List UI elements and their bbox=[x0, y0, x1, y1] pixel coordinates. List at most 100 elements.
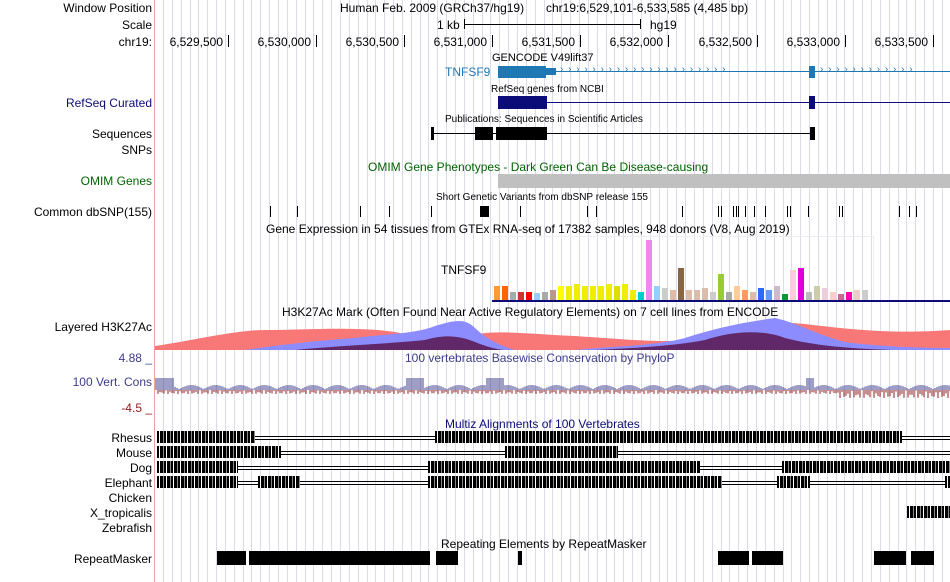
gtex-tissue-bar[interactable] bbox=[654, 286, 660, 300]
snp-mark[interactable] bbox=[745, 206, 746, 217]
gencode-exon[interactable] bbox=[809, 66, 815, 78]
publications-label[interactable]: Sequences bbox=[91, 127, 152, 141]
gtex-tissue-bar[interactable] bbox=[526, 292, 532, 300]
species-label-x-tropicalis[interactable]: X_tropicalis bbox=[89, 506, 152, 520]
gtex-tissue-bar[interactable] bbox=[798, 268, 804, 300]
species-label-zebrafish[interactable]: Zebrafish bbox=[101, 521, 152, 535]
snp-mark[interactable] bbox=[916, 206, 917, 217]
repeat-element[interactable] bbox=[518, 551, 522, 565]
gtex-tissue-bar[interactable] bbox=[694, 290, 700, 300]
gencode-exon[interactable] bbox=[498, 66, 546, 78]
gtex-tissue-bar[interactable] bbox=[590, 286, 596, 300]
gtex-tissue-bar[interactable] bbox=[782, 294, 788, 300]
h3k27ac-signal[interactable] bbox=[155, 316, 950, 350]
gtex-tissue-bar[interactable] bbox=[814, 286, 820, 300]
snp-mark[interactable] bbox=[682, 206, 683, 217]
gtex-tissue-bar[interactable] bbox=[726, 292, 732, 300]
snp-mark[interactable] bbox=[297, 206, 298, 217]
gtex-tissue-bar[interactable] bbox=[534, 293, 540, 300]
repeat-element[interactable] bbox=[217, 551, 246, 565]
snp-mark[interactable] bbox=[787, 206, 788, 217]
snp-mark[interactable] bbox=[389, 206, 390, 217]
snp-mark[interactable] bbox=[899, 206, 900, 217]
gtex-tissue-bar[interactable] bbox=[494, 286, 500, 300]
multiz-block[interactable] bbox=[782, 461, 950, 473]
gtex-tissue-bar[interactable] bbox=[766, 290, 772, 300]
gtex-tissue-bar[interactable] bbox=[622, 284, 628, 300]
multiz-block[interactable] bbox=[157, 431, 255, 443]
gtex-tissue-bar[interactable] bbox=[638, 292, 644, 300]
snp-mark[interactable] bbox=[484, 206, 485, 217]
species-label-dog[interactable]: Dog bbox=[129, 461, 152, 475]
snp-mark[interactable] bbox=[790, 206, 791, 217]
gtex-tissue-bar[interactable] bbox=[718, 274, 724, 300]
repeat-element[interactable] bbox=[874, 551, 906, 565]
snp-mark[interactable] bbox=[909, 206, 910, 217]
snp-mark[interactable] bbox=[488, 206, 489, 217]
multiz-block[interactable] bbox=[777, 476, 810, 488]
gtex-tissue-bar[interactable] bbox=[702, 288, 708, 300]
gtex-tissue-bar[interactable] bbox=[614, 286, 620, 300]
gtex-tissue-bar[interactable] bbox=[830, 292, 836, 300]
snp-mark[interactable] bbox=[754, 206, 755, 217]
multiz-block[interactable] bbox=[907, 506, 950, 518]
gtex-tissue-bar[interactable] bbox=[750, 292, 756, 300]
snp-mark[interactable] bbox=[736, 206, 737, 217]
snp-mark[interactable] bbox=[270, 206, 271, 217]
snp-mark[interactable] bbox=[721, 206, 722, 217]
gtex-tissue-bar[interactable] bbox=[550, 290, 556, 300]
publications-block[interactable] bbox=[431, 127, 434, 140]
gtex-tissue-bar[interactable] bbox=[774, 286, 780, 300]
publications-block[interactable] bbox=[475, 127, 493, 140]
gtex-tissue-bar[interactable] bbox=[822, 288, 828, 300]
gtex-tissue-bar[interactable] bbox=[630, 290, 636, 300]
gtex-tissue-bar[interactable] bbox=[854, 290, 860, 300]
species-label-mouse[interactable]: Mouse bbox=[115, 446, 152, 460]
snps-label[interactable]: SNPs bbox=[121, 143, 152, 157]
multiz-block[interactable] bbox=[258, 476, 300, 488]
gtex-tissue-bar[interactable] bbox=[838, 294, 844, 300]
gtex-tissue-bar[interactable] bbox=[862, 290, 868, 300]
snp-mark[interactable] bbox=[360, 206, 361, 217]
repeat-element[interactable] bbox=[752, 551, 783, 565]
repeat-element[interactable] bbox=[436, 551, 458, 565]
multiz-block[interactable] bbox=[435, 431, 902, 443]
snp-mark[interactable] bbox=[718, 206, 719, 217]
dbsnp-label[interactable]: Common dbSNP(155) bbox=[33, 205, 152, 219]
gtex-tissue-bar[interactable] bbox=[662, 288, 668, 300]
gtex-tissue-bar[interactable] bbox=[510, 292, 516, 300]
gtex-tissue-bar[interactable] bbox=[574, 284, 580, 300]
gtex-tissue-bar[interactable] bbox=[806, 292, 812, 300]
gtex-tissue-bar[interactable] bbox=[598, 286, 604, 300]
species-label-rhesus[interactable]: Rhesus bbox=[111, 431, 152, 445]
omim-label[interactable]: OMIM Genes bbox=[80, 174, 152, 188]
gtex-tissue-bar[interactable] bbox=[542, 292, 548, 300]
gtex-tissue-bar[interactable] bbox=[790, 270, 796, 300]
gtex-tissue-bar[interactable] bbox=[686, 290, 692, 300]
multiz-block[interactable] bbox=[157, 446, 281, 458]
multiz-block[interactable] bbox=[505, 446, 618, 458]
repeat-element[interactable] bbox=[249, 551, 430, 565]
multiz-block[interactable] bbox=[428, 476, 722, 488]
omim-gene-bar[interactable] bbox=[498, 174, 950, 188]
gtex-tissue-bar[interactable] bbox=[758, 288, 764, 300]
phylop-label[interactable]: 100 Vert. Cons bbox=[72, 375, 152, 389]
publications-block[interactable] bbox=[496, 127, 547, 140]
gtex-tissue-bar[interactable] bbox=[670, 290, 676, 300]
repeat-element[interactable] bbox=[718, 551, 749, 565]
gtex-tissue-bar[interactable] bbox=[582, 286, 588, 300]
gencode-gene-label[interactable]: TNFSF9 bbox=[445, 65, 491, 79]
h3k27ac-label[interactable]: Layered H3K27Ac bbox=[54, 320, 152, 334]
gtex-tissue-bar[interactable] bbox=[710, 292, 716, 300]
refseq-label[interactable]: RefSeq Curated bbox=[65, 96, 152, 110]
snp-mark[interactable] bbox=[839, 206, 840, 217]
gtex-gene-label[interactable]: TNFSF9 bbox=[441, 263, 487, 277]
gtex-tissue-bar[interactable] bbox=[502, 286, 508, 300]
snp-mark[interactable] bbox=[587, 206, 588, 217]
snp-mark[interactable] bbox=[431, 206, 432, 217]
snp-mark[interactable] bbox=[596, 206, 597, 217]
phylop-signal[interactable] bbox=[155, 368, 950, 408]
gtex-tissue-bar[interactable] bbox=[846, 292, 852, 300]
gtex-tissue-bar[interactable] bbox=[646, 240, 652, 300]
refseq-exon[interactable] bbox=[809, 96, 815, 109]
